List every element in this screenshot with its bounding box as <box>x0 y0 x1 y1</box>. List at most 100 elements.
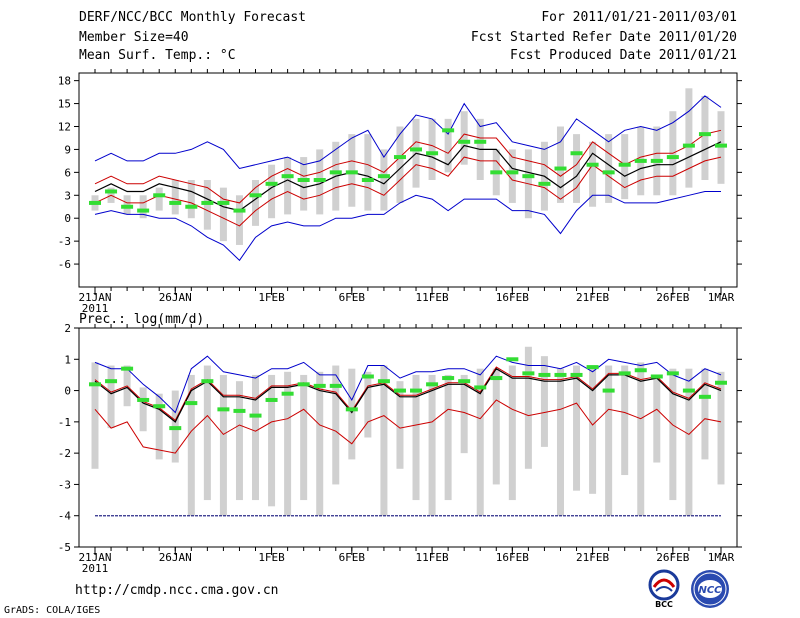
bcc-logo-icon: BCC <box>648 569 680 609</box>
observed-marker <box>458 139 471 144</box>
forecast-start-date: Fcst Started Refer Date 2011/01/20 <box>470 30 737 45</box>
observed-marker <box>297 178 310 182</box>
observed-marker <box>377 379 390 384</box>
observed-marker <box>410 147 423 152</box>
panel-precipitation: 2 1 0 -1 -2 -3 -4 -5 21JAN 26JAN 1FEB 6FEB 11FEB 16FE… <box>58 312 742 575</box>
observed-marker <box>105 189 118 194</box>
ensemble-box <box>524 346 532 469</box>
ensemble-box <box>444 118 452 173</box>
observed-marker <box>185 204 198 209</box>
ensemble-box <box>380 149 388 211</box>
ensemble-box <box>621 365 629 476</box>
x-tick-label: 21JAN <box>78 291 111 304</box>
observed-marker <box>538 372 551 377</box>
y-tick-label: -6 <box>58 258 71 271</box>
observed-marker <box>249 413 262 418</box>
observed-marker <box>618 162 631 167</box>
ensemble-box <box>300 374 308 501</box>
observed-marker <box>329 383 342 388</box>
ensemble-box <box>332 365 340 485</box>
ensemble-box <box>669 368 677 501</box>
observed-marker <box>554 166 567 171</box>
ensemble-box <box>107 365 115 429</box>
observed-marker <box>634 158 647 163</box>
source-url[interactable]: http://cmdp.ncc.cma.gov.cn <box>75 583 279 598</box>
ensemble-mean-line <box>94 141 722 212</box>
observed-marker <box>602 388 615 393</box>
y-tick-label: 15 <box>58 98 71 111</box>
observed-marker <box>329 170 342 175</box>
observed-marker <box>634 368 647 373</box>
observed-marker <box>265 397 278 402</box>
grads-credit: GrADS: COLA/IGES <box>4 605 101 616</box>
observed-marker <box>153 404 166 409</box>
panel-temperature: 18 15 12 9 6 3 0 -3 -6 21JAN 26JAN 1FEB 6FEB 11FEB 16F… <box>58 69 742 315</box>
observed-marker <box>169 200 182 205</box>
observed-marker <box>442 376 455 381</box>
panel-title: Prec.: log(mm/d) <box>79 312 204 327</box>
x-tick-label: 21JAN <box>78 551 111 564</box>
ensemble-box <box>284 371 292 516</box>
spread-upper-line <box>94 366 722 422</box>
observed-marker <box>281 391 294 396</box>
ensemble-box <box>653 374 661 463</box>
observed-marker <box>698 132 711 137</box>
ensemble-max-line <box>94 95 722 170</box>
y-tick-label: 2 <box>64 322 71 335</box>
plot-frame <box>78 327 738 548</box>
ensemble-box <box>155 393 163 460</box>
ensemble-mean-line <box>94 367 722 423</box>
ensemble-box <box>155 187 163 211</box>
ensemble-box <box>476 368 484 516</box>
ncc-logo-icon: NCC <box>691 570 729 608</box>
y-tick-label: 1 <box>64 353 71 366</box>
observed-marker <box>217 200 230 205</box>
observed-marker <box>458 379 471 384</box>
observed-marker <box>426 151 439 156</box>
ensemble-box <box>252 180 260 226</box>
ensemble-box <box>171 180 179 215</box>
ensemble-box <box>685 88 693 188</box>
y-tick-label: -4 <box>58 510 72 523</box>
x-tick-label: 21FEB <box>576 551 609 564</box>
y-tick-label: 6 <box>64 166 71 179</box>
observed-marker <box>185 401 198 406</box>
ensemble-max-line <box>94 355 722 414</box>
observed-marker <box>345 407 358 412</box>
ensemble-box <box>187 180 195 219</box>
observed-marker <box>474 385 487 390</box>
observed-marker <box>121 366 134 371</box>
bcc-logo-text: BCC <box>655 600 673 609</box>
x-year-label: 2011 <box>82 302 109 315</box>
x-year-label: 2011 <box>82 562 109 575</box>
observed-marker <box>682 143 695 148</box>
spread-lower-line <box>94 156 722 227</box>
y-tick-label: 0 <box>64 385 71 398</box>
x-tick-label: 1FEB <box>258 291 285 304</box>
forecast-produced-date: Fcst Produced Date 2011/01/21 <box>510 48 737 63</box>
ensemble-box <box>701 368 709 460</box>
ensemble-box <box>573 365 581 491</box>
observed-marker <box>201 200 214 205</box>
chart-title: DERF/NCC/BCC Monthly Forecast <box>79 10 306 25</box>
ensemble-box <box>508 365 516 501</box>
observed-marker <box>105 379 118 384</box>
observed-marker <box>153 193 166 198</box>
ensemble-box <box>573 134 581 203</box>
ensemble-box <box>460 111 468 165</box>
y-tick-label: -3 <box>58 235 71 248</box>
x-tick-label: 26JAN <box>159 551 192 564</box>
observed-marker <box>650 158 663 163</box>
ensemble-box <box>91 362 99 469</box>
ensemble-box <box>540 356 548 447</box>
observed-marker <box>233 208 246 213</box>
ensemble-box <box>219 187 227 242</box>
ensemble-box <box>316 371 324 516</box>
ensemble-box <box>252 374 260 501</box>
y-tick-label: 9 <box>64 143 71 156</box>
ensemble-box <box>380 365 388 516</box>
observed-marker <box>345 170 358 175</box>
ensemble-box <box>589 141 597 207</box>
ensemble-box <box>187 374 195 516</box>
